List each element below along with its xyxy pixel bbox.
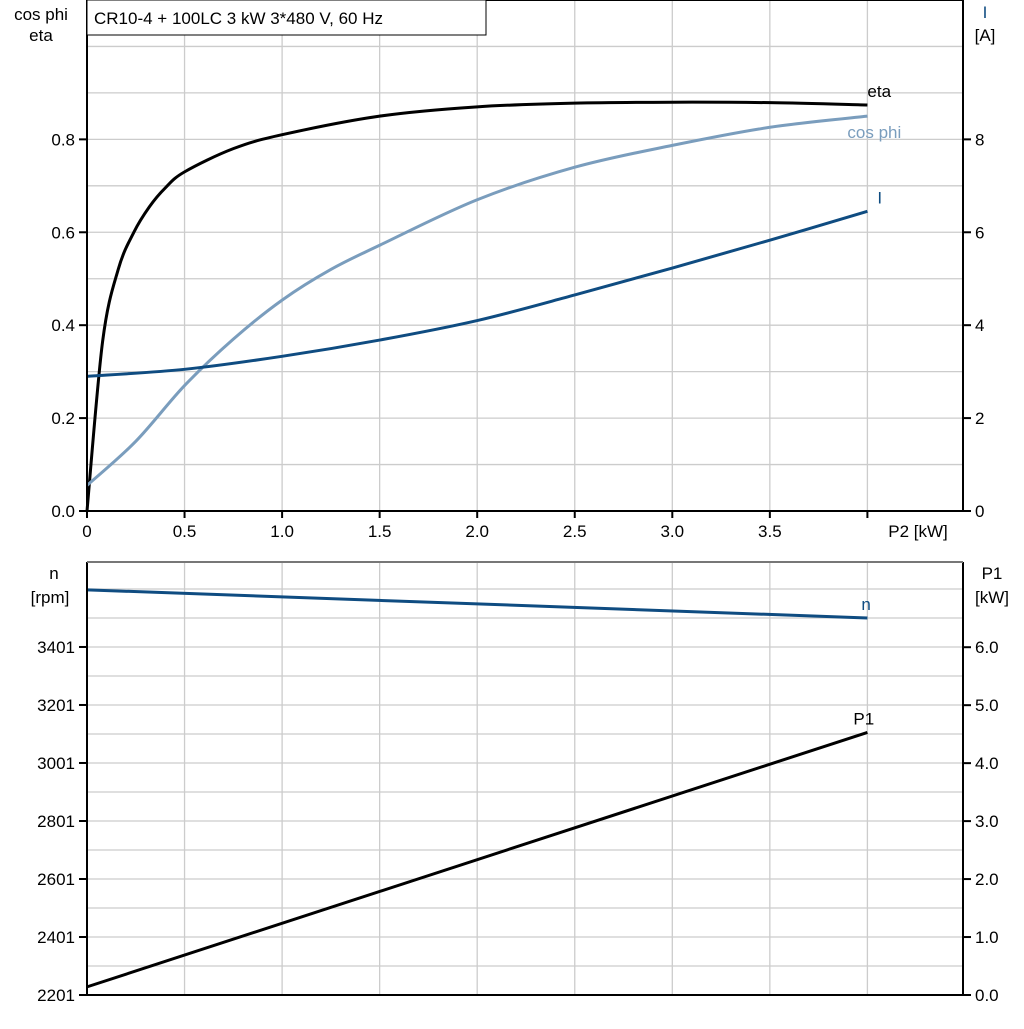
- y-tick-label-left: 3001: [37, 754, 75, 773]
- bottom-grid: [87, 562, 963, 995]
- series-label-I: I: [877, 188, 882, 207]
- y-tick-label-right: 3.0: [975, 812, 999, 831]
- top-left-axis-label-1: cos phi: [14, 5, 68, 24]
- title-box: [86, 0, 487, 36]
- x-tick-label: 3.5: [758, 522, 782, 541]
- series-label-P1: P1: [853, 709, 874, 728]
- series-line-I: [86, 209, 868, 378]
- x-tick-label: 0: [82, 522, 91, 541]
- y-tick-label-left: 2401: [37, 928, 75, 947]
- bottom-right-axis-label-2: [kW]: [975, 588, 1009, 607]
- y-tick-label-right: 2.0: [975, 870, 999, 889]
- top-right-axis-label-2: [A]: [975, 26, 996, 45]
- y-tick-label-right: 1.0: [975, 928, 999, 947]
- axes-layer: 0.0 0.2 0.4 0.6 0.8 0 2 4 6 8 0 0.5 1.0 1.5 2.0 2.5 3.0 3…: [37, 0, 999, 1005]
- x-tick-label: 2.0: [465, 522, 489, 541]
- series-label-eta: eta: [867, 82, 891, 101]
- x-tick-label: 1.0: [270, 522, 294, 541]
- top-left-axis-label-2: eta: [29, 26, 53, 45]
- x-tick-label: 0.5: [173, 522, 197, 541]
- y-tick-label-left: 0.8: [51, 130, 75, 149]
- y-tick-label-left: 2601: [37, 870, 75, 889]
- y-tick-label-left: 0.6: [51, 223, 75, 242]
- top-right-axis-label-1: I: [983, 3, 988, 22]
- y-tick-label-right: 4.0: [975, 754, 999, 773]
- y-tick-label-right: 2: [975, 409, 984, 428]
- series-label-n: n: [861, 595, 870, 614]
- y-tick-label-right: 0.0: [975, 986, 999, 1005]
- bottom-left-axis-label-1: n: [49, 564, 58, 583]
- series-layer: eta cos phi In P1: [85, 82, 901, 989]
- x-tick-label: 1.5: [368, 522, 392, 541]
- series-line-eta: [85, 100, 868, 512]
- y-tick-label-left: 3201: [37, 696, 75, 715]
- y-tick-label-left: 0.4: [51, 316, 75, 335]
- y-tick-label-right: 5.0: [975, 696, 999, 715]
- series-line-n: [86, 588, 868, 620]
- series-label-cos-phi: cos phi: [847, 123, 901, 142]
- chart-title: CR10-4 + 100LC 3 kW 3*480 V, 60 Hz: [94, 9, 383, 28]
- y-tick-label-left: 0.0: [51, 502, 75, 521]
- top-grid: [87, 0, 963, 511]
- x-tick-label: 2.5: [563, 522, 587, 541]
- y-tick-label-right: 4: [975, 316, 984, 335]
- y-tick-label-left: 2201: [37, 986, 75, 1005]
- bottom-left-axis-label-2: [rpm]: [31, 588, 70, 607]
- x-axis-label: P2 [kW]: [888, 522, 948, 541]
- series-line-cos-phi: [85, 114, 868, 487]
- bottom-right-axis-label-1: P1: [982, 564, 1003, 583]
- y-tick-label-right: 6.0: [975, 638, 999, 657]
- y-tick-label-left: 2801: [37, 812, 75, 831]
- series-line-P1: [86, 730, 868, 989]
- x-tick-label: 3.0: [660, 522, 684, 541]
- y-tick-label-right: 6: [975, 223, 984, 242]
- y-tick-label-right: 0: [975, 502, 984, 521]
- y-tick-label-right: 8: [975, 130, 984, 149]
- y-tick-label-left: 0.2: [51, 409, 75, 428]
- y-tick-label-left: 3401: [37, 638, 75, 657]
